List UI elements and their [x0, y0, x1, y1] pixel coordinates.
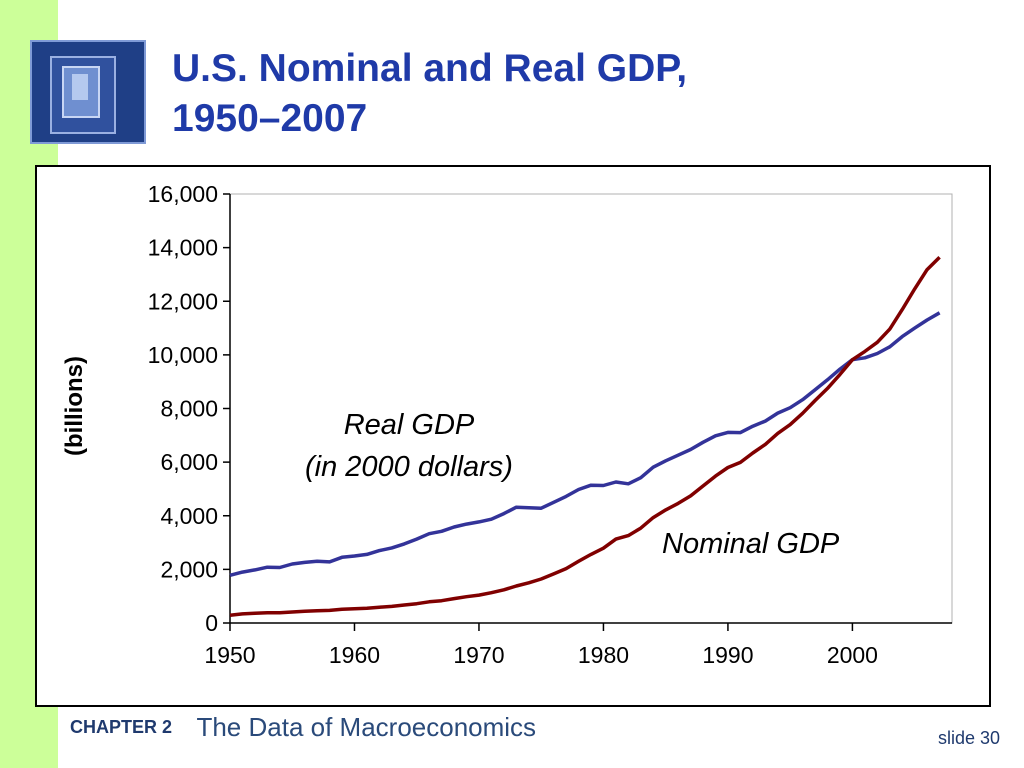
y-tick-label: 2,000: [160, 556, 218, 582]
y-tick-label: 10,000: [148, 342, 218, 368]
y-tick-label: 8,000: [160, 396, 218, 422]
slide-number: slide 30: [937, 728, 1000, 748]
x-tick-label: 2000: [827, 642, 878, 668]
y-tick-label: 16,000: [148, 181, 218, 207]
footer-chapter: CHAPTER 2: [70, 717, 173, 737]
y-tick-label: 12,000: [148, 288, 218, 314]
x-tick-label: 1970: [453, 642, 504, 668]
nominal-gdp-line: [229, 256, 941, 617]
x-tick-label: 1980: [578, 642, 629, 668]
nominal-gdp-annotation: Nominal GDP: [662, 528, 840, 560]
footer-subject: The Data of Macroeconomics: [196, 712, 537, 742]
real-gdp-line: [229, 311, 941, 577]
x-tick-label: 1990: [702, 642, 753, 668]
y-tick-label: 14,000: [148, 235, 218, 261]
y-axis-label: (billions): [61, 356, 88, 456]
gdp-line-chart: 0 2,000 4,000 6,000 8,000 10,000 12,000 14,000 1…: [148, 181, 953, 668]
y-tick-label: 6,000: [160, 449, 218, 475]
real-gdp-annotation-line1: Real GDP: [343, 409, 475, 441]
real-gdp-annotation-line2: (in 2000 dollars): [305, 451, 513, 483]
slide-footer: CHAPTER 2 The Data of Macroeconomics: [70, 712, 536, 743]
y-tick-label: 0: [205, 610, 218, 636]
chapter-logo-image: [30, 40, 146, 144]
slide-title-line1: U.S. Nominal and Real GDP,: [172, 47, 688, 90]
x-tick-label: 1950: [204, 642, 255, 668]
x-tick-label: 1960: [329, 642, 380, 668]
slide-title-line2: 1950–2007: [172, 97, 368, 140]
real-gdp-annotation: Real GDP (in 2000 dollars): [282, 404, 536, 488]
y-tick-label: 4,000: [160, 503, 218, 529]
slide-title: U.S. Nominal and Real GDP, 1950–2007: [172, 44, 687, 144]
chart-frame: 0 2,000 4,000 6,000 8,000 10,000 12,000 14,000 1…: [35, 165, 991, 707]
